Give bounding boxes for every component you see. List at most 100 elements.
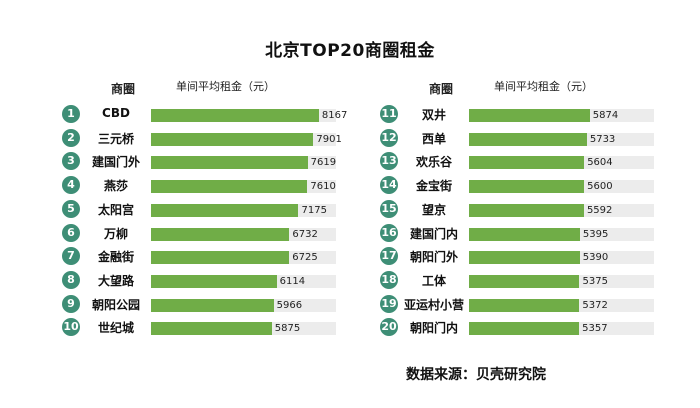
rank-badge: 9 (62, 294, 80, 313)
rank-badge: 16 (380, 223, 398, 242)
rank-badge: 12 (380, 128, 398, 147)
category-label: 建国门内 (409, 226, 458, 241)
value-label: 7619 (310, 157, 337, 169)
bar-row: 18 工体 5375 (378, 270, 678, 290)
rank-badge: 5 (62, 199, 80, 218)
bar (469, 251, 580, 265)
bar-row: 1 CBD 8167 (60, 104, 360, 124)
bar-track: 5390 (469, 251, 654, 265)
category-label: 金融街 (97, 250, 134, 265)
value-label: 8167 (321, 110, 348, 121)
bar-track: 5395 (469, 227, 654, 241)
bar-track: 7901 (151, 132, 342, 146)
chart-title: 北京TOP20商圈租金 (265, 41, 435, 61)
rank-badge: 2 (62, 128, 80, 147)
bar-track: 5733 (469, 132, 654, 146)
column-header-value: 单间平均租金（元） (494, 80, 593, 93)
category-label: 燕莎 (103, 179, 128, 194)
value-label: 7175 (301, 204, 327, 216)
bar-track: 6732 (151, 227, 336, 241)
category-label: 朝阳公园 (91, 297, 140, 312)
rank-badge: 3 (62, 152, 80, 171)
bar-track: 5874 (469, 109, 654, 122)
category-label: 万柳 (103, 226, 128, 241)
bar-row: 16 建国门内 5395 (378, 223, 678, 243)
category-label: 工体 (421, 273, 446, 288)
value-label: 5966 (276, 299, 303, 311)
rank-badge: 17 (380, 247, 398, 266)
bar (469, 227, 580, 241)
rank-badge: 6 (62, 223, 80, 242)
column-header-value: 单间平均租金（元） (176, 80, 275, 93)
value-label: 5733 (589, 133, 616, 145)
rank-badge: 8 (62, 270, 80, 289)
bar (151, 274, 277, 288)
bar (151, 298, 274, 312)
rank-badge: 18 (380, 270, 398, 289)
bar-track: 5372 (469, 298, 654, 312)
category-label: 朝阳门内 (409, 321, 458, 336)
rank-badge: 19 (380, 294, 398, 313)
rank-badge: 14 (380, 176, 398, 195)
rank-badge: 13 (380, 152, 398, 171)
value-label: 7610 (310, 181, 336, 193)
value-label: 6725 (292, 252, 318, 264)
bar-row: 8 大望路 6114 (60, 270, 360, 290)
bar-row: 13 欢乐谷 5604 (378, 151, 678, 171)
value-label: 5372 (582, 299, 608, 311)
category-label: 建国门外 (91, 155, 140, 170)
bar-row: 3 建国门外 7619 (60, 151, 360, 171)
bar-row: 11 双井 5874 (378, 104, 678, 124)
value-label: 5874 (592, 110, 619, 121)
rank-badge: 7 (62, 247, 80, 266)
bar (469, 132, 587, 146)
bar-row: 9 朝阳公园 5966 (60, 294, 360, 314)
bar (151, 251, 290, 265)
bar (151, 132, 314, 146)
bar-row: 6 万柳 6732 (60, 223, 360, 243)
category-label: 西单 (421, 131, 446, 146)
bar-row: 15 望京 5592 (378, 199, 678, 219)
rank-badge: 1 (62, 105, 80, 123)
bar-row: 12 西单 5733 (378, 128, 678, 148)
bar (469, 298, 580, 312)
bar-track: 5966 (151, 298, 336, 312)
rank-badge: 10 (62, 318, 80, 337)
bar (469, 180, 585, 194)
bar-track: 7619 (151, 156, 337, 170)
bar (151, 203, 299, 217)
category-label: 三元桥 (97, 131, 134, 146)
category-label: 大望路 (97, 273, 134, 288)
bar (151, 156, 308, 170)
value-label: 5875 (274, 323, 301, 335)
value-label: 5375 (582, 275, 608, 287)
bar-row: 5 太阳宫 7175 (60, 199, 360, 219)
rank-badge: 11 (380, 105, 398, 123)
value-label: 6114 (279, 275, 306, 287)
category-label: 世纪城 (97, 321, 134, 336)
bar-row: 7 金融街 6725 (60, 246, 360, 266)
value-label: 5395 (582, 228, 609, 240)
rank-badge: 20 (380, 318, 398, 337)
bar-row: 19 亚运村小营 5372 (378, 294, 678, 314)
bar (151, 180, 308, 194)
bar-track: 5357 (469, 322, 654, 336)
source-note: 数据来源：贝壳研究院 (406, 367, 546, 383)
column-header-name: 商圈 (110, 82, 135, 96)
bar-track: 5600 (469, 180, 654, 194)
value-label: 5592 (586, 204, 613, 216)
column-header-name: 商圈 (428, 82, 453, 96)
category-label: 太阳宫 (97, 202, 134, 217)
bar (469, 109, 590, 122)
bar (469, 156, 585, 170)
rank-badge: 4 (62, 176, 80, 195)
bar-track: 8167 (151, 109, 347, 122)
value-label: 5357 (582, 323, 608, 335)
bar (469, 322, 580, 336)
bar-row: 10 世纪城 5875 (60, 317, 360, 337)
category-label: 金宝街 (415, 179, 452, 194)
bar-track: 5604 (469, 156, 654, 170)
left-panel: 商圈 单间平均租金（元） 1 CBD 8167 2 三元桥 7901 3 建国门外 7619 4 燕… (60, 78, 360, 338)
category-label: 双井 (421, 108, 446, 122)
bar-track: 7610 (151, 180, 336, 194)
